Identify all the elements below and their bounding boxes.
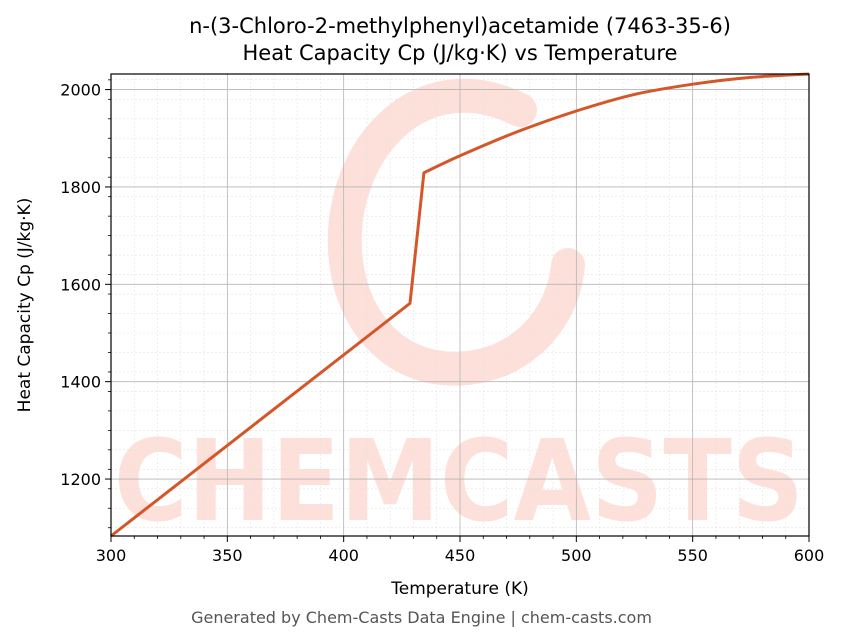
chart-title: n-(3-Chloro-2-methylphenyl)acetamide (74…	[189, 14, 731, 38]
x-tick-label: 500	[561, 546, 592, 565]
y-tick-label: 2000	[60, 81, 101, 100]
x-tick-label: 550	[677, 546, 708, 565]
series-line	[110, 72, 810, 538]
x-tick-label: 600	[794, 546, 825, 565]
x-tick-label: 400	[328, 546, 359, 565]
y-axis: 1200 1400 1600 1800 2000	[60, 79, 111, 529]
x-tick-label: 350	[212, 546, 243, 565]
footer-credit: Generated by Chem-Casts Data Engine | ch…	[191, 608, 652, 627]
y-tick-label: 1400	[60, 373, 101, 392]
watermark: CHEMCASTS	[114, 78, 804, 547]
y-tick-label: 1800	[60, 178, 101, 197]
y-tick-label: 1600	[60, 275, 101, 294]
x-axis-label: Temperature (K)	[390, 579, 529, 599]
x-tick-label: 300	[96, 546, 127, 565]
watermark-text: CHEMCASTS	[114, 417, 804, 547]
x-tick-label: 450	[445, 546, 476, 565]
watermark-logo-swirl	[327, 78, 585, 386]
x-axis: 300 350 400 450 500 550 600	[96, 536, 825, 565]
chart-subtitle: Heat Capacity Cp (J/kg·K) vs Temperature	[243, 41, 678, 65]
y-tick-label: 1200	[60, 470, 101, 489]
y-axis-label: Heat Capacity Cp (J/kg·K)	[15, 198, 35, 413]
